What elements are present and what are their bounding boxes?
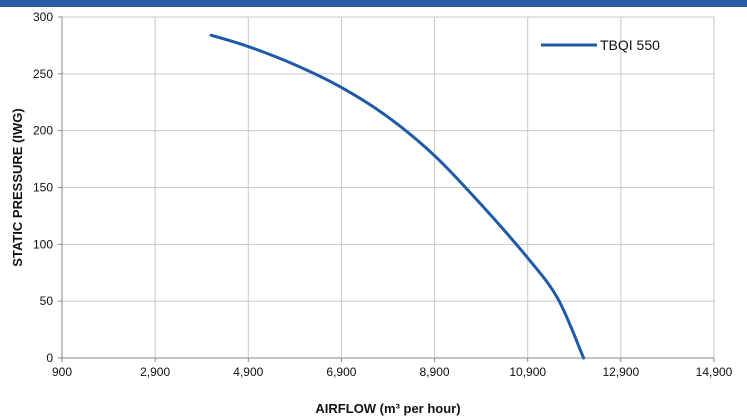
- axes: [58, 16, 715, 362]
- legend: TBQI 550: [541, 37, 660, 53]
- grid: [62, 16, 715, 358]
- y-tick-label: 300: [33, 10, 53, 24]
- x-tick-label: 14,900: [696, 365, 733, 379]
- x-tick-label: 2,900: [140, 365, 170, 379]
- y-tick-label: 0: [46, 351, 53, 365]
- legend-label: TBQI 550: [600, 37, 660, 53]
- y-tick-label: 200: [33, 124, 53, 138]
- x-tick-label: 6,900: [326, 365, 356, 379]
- x-tick-label: 4,900: [233, 365, 263, 379]
- x-tick-label: 8,900: [420, 365, 450, 379]
- y-tick-label: 150: [33, 181, 53, 195]
- x-tick-label: 10,900: [509, 365, 546, 379]
- y-tick-label: 250: [33, 67, 53, 81]
- x-tick-label: 12,900: [603, 365, 640, 379]
- header-band: [0, 0, 747, 7]
- y-tick-label: 100: [33, 237, 53, 251]
- x-axis-label: AIRFLOW (m³ per hour): [315, 401, 460, 416]
- x-tick-label: 900: [52, 365, 72, 379]
- y-tick-labels: 0 50 100 150 200 250 300: [33, 10, 53, 365]
- y-tick-label: 50: [40, 294, 54, 308]
- y-axis-label: STATIC PRESSURE (IWG): [10, 108, 25, 266]
- series-lines: [209, 33, 586, 360]
- x-tick-labels: 900 2,900 4,900 6,900 8,900 10,900 12,900 14,90…: [52, 365, 733, 379]
- series-line-tbqi-550: [209, 33, 586, 360]
